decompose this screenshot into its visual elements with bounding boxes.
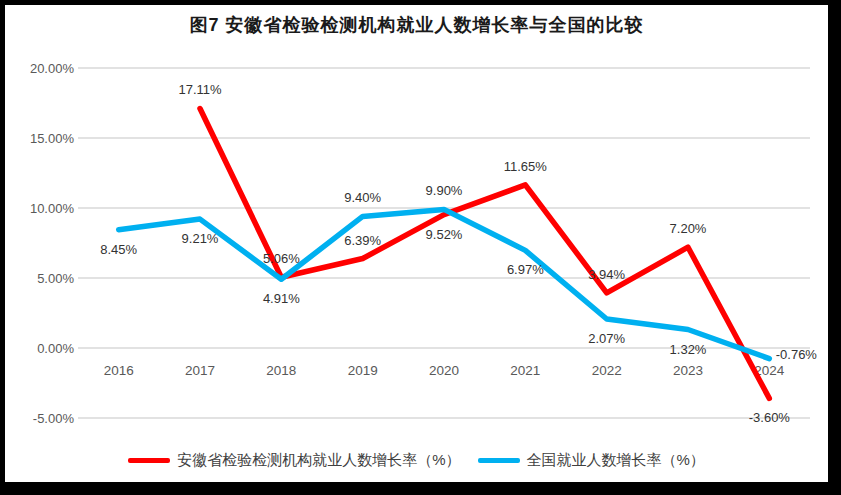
legend-line-swatch-national xyxy=(478,458,520,463)
chart-container: 图7 安徽省检验检测机构就业人数增长率与全国的比较 20.00%15.00%10… xyxy=(5,5,828,482)
series-line-0 xyxy=(200,109,769,399)
screenshot-root: { "chart_data": { "type": "line", "title… xyxy=(0,0,841,495)
series-line-1 xyxy=(119,209,770,358)
legend-line-swatch-anhui xyxy=(128,458,170,463)
legend-label-national: 全国就业人数增长率（%） xyxy=(527,451,705,470)
legend-entry-national: 全国就业人数增长率（%） xyxy=(478,451,705,470)
legend: 安徽省检验检测机构就业人数增长率（%） 全国就业人数增长率（%） xyxy=(5,451,828,470)
legend-entry-anhui: 安徽省检验检测机构就业人数增长率（%） xyxy=(128,451,460,470)
plot-area xyxy=(5,5,828,482)
legend-label-anhui: 安徽省检验检测机构就业人数增长率（%） xyxy=(177,451,460,470)
